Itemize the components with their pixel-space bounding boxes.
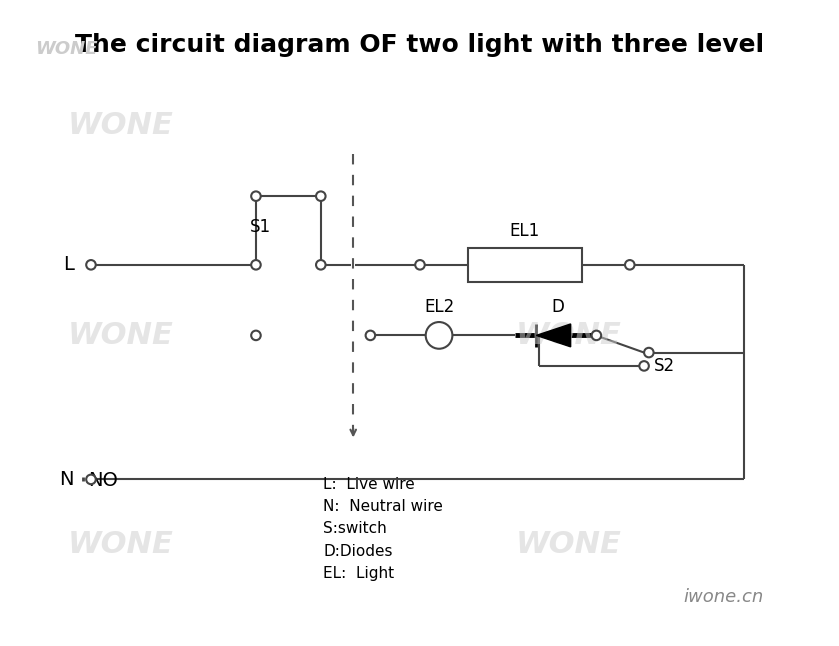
Text: The circuit diagram OF two light with three level: The circuit diagram OF two light with th… <box>75 34 764 57</box>
Text: iwone.cn: iwone.cn <box>684 589 763 607</box>
Text: WONE: WONE <box>515 321 622 350</box>
Circle shape <box>316 191 326 201</box>
Text: EL1: EL1 <box>510 222 540 240</box>
Text: D: D <box>552 298 565 317</box>
Circle shape <box>625 260 634 269</box>
Circle shape <box>415 260 425 269</box>
Circle shape <box>591 331 602 340</box>
Text: N: N <box>60 470 74 489</box>
Text: WONE: WONE <box>515 530 622 559</box>
Text: S1: S1 <box>250 218 271 236</box>
Circle shape <box>251 260 261 269</box>
Text: WONE: WONE <box>67 111 174 140</box>
Circle shape <box>86 260 96 269</box>
Circle shape <box>366 331 375 340</box>
Text: NO: NO <box>88 471 118 490</box>
Circle shape <box>644 348 654 357</box>
Bar <box>467 247 582 282</box>
Text: L: L <box>63 255 74 275</box>
Text: L:  Live wire
N:  Neutral wire
S:switch
D:Diodes
EL:  Light: L: Live wire N: Neutral wire S:switch D:… <box>324 477 443 581</box>
Circle shape <box>639 361 649 371</box>
Circle shape <box>425 322 452 349</box>
Circle shape <box>316 260 326 269</box>
Polygon shape <box>536 324 571 347</box>
Text: EL2: EL2 <box>424 298 454 317</box>
Text: S2: S2 <box>654 357 675 375</box>
Text: WONE: WONE <box>67 530 174 559</box>
Circle shape <box>86 475 96 484</box>
Circle shape <box>251 191 261 201</box>
Text: WONE: WONE <box>67 321 174 350</box>
Circle shape <box>251 331 261 340</box>
Text: WONE: WONE <box>35 39 98 57</box>
